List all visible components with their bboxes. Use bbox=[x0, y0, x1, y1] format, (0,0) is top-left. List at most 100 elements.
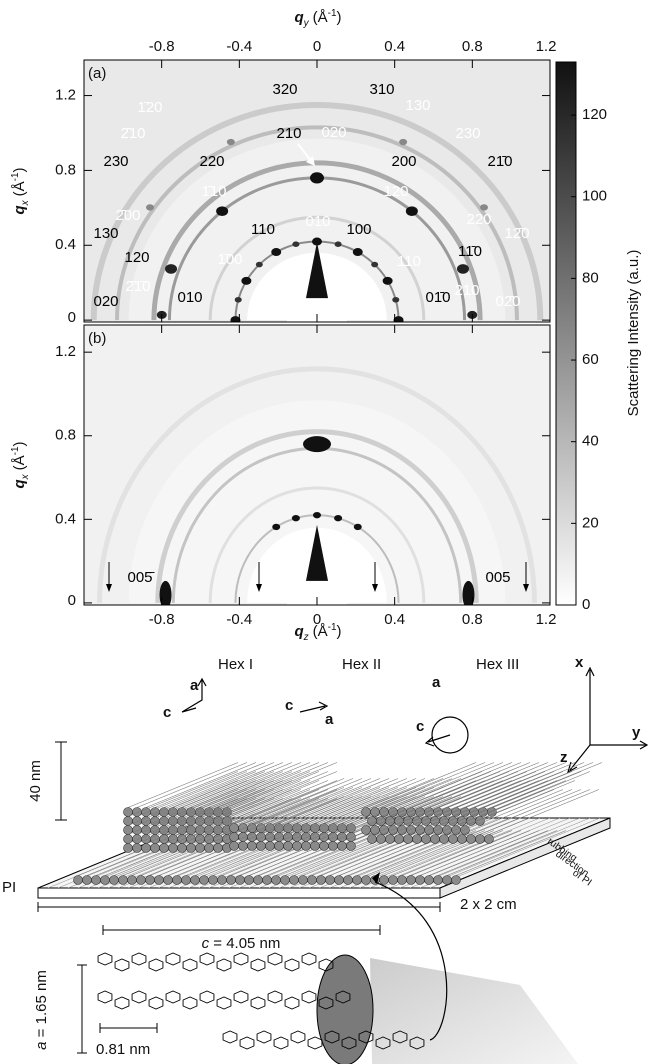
spot bbox=[291, 514, 300, 522]
rod bbox=[296, 778, 408, 824]
axis-label: qy (Å-1) bbox=[294, 8, 341, 29]
rod bbox=[455, 780, 567, 826]
rod-end bbox=[301, 841, 311, 851]
rod bbox=[190, 780, 302, 826]
rod-end bbox=[343, 875, 353, 885]
rod-end bbox=[172, 875, 182, 885]
scattering-image bbox=[84, 325, 550, 605]
rod-end bbox=[466, 834, 476, 844]
rod bbox=[401, 762, 513, 808]
miller-index: 1̄20 bbox=[137, 99, 162, 116]
rod-end bbox=[346, 841, 356, 851]
miller-index: 230 bbox=[103, 153, 128, 170]
lattice-a: a bbox=[190, 677, 199, 694]
rod-end bbox=[244, 875, 254, 885]
miller-index: 010 bbox=[305, 213, 330, 230]
rod-end bbox=[376, 834, 386, 844]
rod bbox=[314, 778, 426, 824]
rod bbox=[365, 780, 477, 826]
rod bbox=[332, 778, 444, 824]
pointer-arrowhead bbox=[306, 156, 315, 166]
miller-index: 005̄ bbox=[127, 569, 154, 586]
rod bbox=[190, 771, 302, 817]
spot bbox=[353, 523, 362, 531]
rod bbox=[233, 796, 345, 842]
rod bbox=[172, 789, 284, 835]
rod-end bbox=[337, 841, 347, 851]
spot bbox=[313, 511, 321, 519]
scattering-image bbox=[84, 60, 550, 322]
rod bbox=[233, 778, 345, 824]
ring-unit bbox=[97, 952, 113, 966]
axis-close: ) bbox=[337, 623, 342, 640]
rod-end bbox=[388, 875, 398, 885]
domain-label: Hex III bbox=[476, 656, 519, 673]
miller-index: 020 bbox=[321, 124, 346, 141]
rod bbox=[154, 789, 266, 835]
miller-index: 110 bbox=[397, 253, 421, 270]
miller-index: 12̄0 bbox=[504, 225, 529, 242]
down-arrowhead bbox=[106, 584, 112, 592]
beam-stop bbox=[287, 298, 347, 322]
rod-end bbox=[361, 807, 371, 817]
x-tick-label: 1.2 bbox=[536, 611, 557, 628]
rod bbox=[208, 789, 320, 835]
zoom-arrowhead bbox=[372, 872, 380, 884]
a-spacing: a = 1.65 nm bbox=[33, 970, 50, 1050]
substrate-side bbox=[439, 817, 611, 899]
rod-end bbox=[430, 834, 440, 844]
x-tick-label: -0.4 bbox=[226, 611, 252, 628]
beam-center bbox=[304, 242, 330, 309]
rod-end bbox=[292, 841, 302, 851]
spot bbox=[392, 296, 400, 303]
rod bbox=[127, 789, 239, 835]
x-tick-label: 0.8 bbox=[462, 611, 483, 628]
ring-unit bbox=[114, 958, 130, 972]
rod-end bbox=[283, 841, 293, 851]
lattice-c: c bbox=[163, 704, 171, 721]
rod bbox=[242, 778, 354, 824]
colorbar-label: Scattering Intensity (a.u.) bbox=[625, 250, 642, 417]
rod-end bbox=[397, 875, 407, 885]
lattice-c: c bbox=[285, 697, 293, 714]
spot bbox=[382, 276, 393, 285]
rod bbox=[425, 789, 537, 835]
rod-end bbox=[403, 834, 413, 844]
miller-index: 200 bbox=[391, 153, 416, 170]
rod-end bbox=[457, 834, 467, 844]
rod-end bbox=[217, 875, 227, 885]
lattice-c: c bbox=[416, 718, 424, 735]
rod bbox=[172, 798, 284, 844]
rod bbox=[392, 762, 504, 808]
ring-unit bbox=[239, 1036, 255, 1050]
spot bbox=[399, 138, 408, 146]
rod-end bbox=[136, 875, 146, 885]
rod-end bbox=[421, 834, 431, 844]
rod-end bbox=[448, 834, 458, 844]
rod-end bbox=[82, 875, 92, 885]
x-tick-label: -0.8 bbox=[149, 38, 175, 55]
ring-unit bbox=[131, 952, 147, 966]
rod-end bbox=[195, 843, 205, 853]
rod bbox=[287, 796, 399, 842]
rod bbox=[407, 789, 519, 835]
rod-end bbox=[141, 843, 151, 853]
ring-unit bbox=[148, 958, 164, 972]
ring-unit bbox=[341, 1036, 357, 1050]
y-tick-label: 1.2 bbox=[55, 87, 76, 104]
y-tick-label: 0.4 bbox=[55, 510, 76, 527]
spot bbox=[292, 241, 300, 248]
axis-close: ) bbox=[11, 441, 28, 446]
magnified-region bbox=[370, 958, 578, 1064]
miller-index: 210 bbox=[454, 282, 479, 299]
miller-index: 2̄1̄0 bbox=[125, 278, 150, 295]
rod bbox=[163, 780, 275, 826]
rod-end bbox=[229, 841, 239, 851]
ring bbox=[115, 125, 519, 321]
spot bbox=[234, 296, 242, 303]
rod bbox=[341, 778, 453, 824]
rod bbox=[136, 780, 248, 826]
axis-subscript: x bbox=[20, 473, 31, 480]
rod-end bbox=[442, 875, 452, 885]
rod bbox=[323, 778, 435, 824]
